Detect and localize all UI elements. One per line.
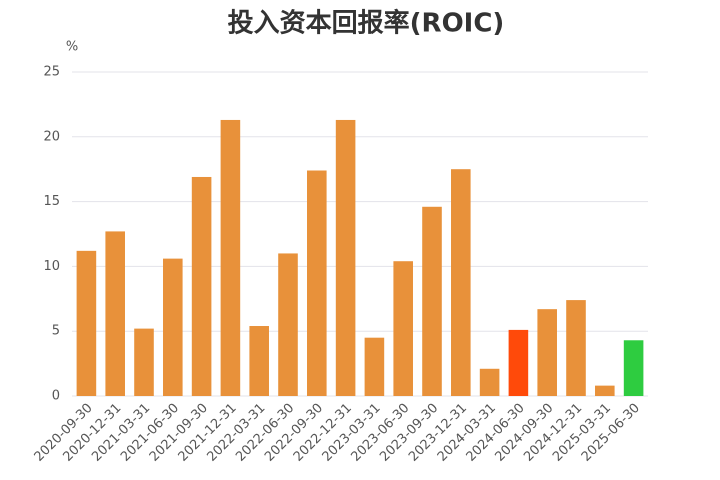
bar <box>595 385 615 396</box>
bar <box>623 340 644 396</box>
bar <box>479 368 500 396</box>
y-tick-label: 20 <box>43 129 60 144</box>
bar <box>422 206 442 396</box>
bar <box>105 231 125 396</box>
bar <box>393 261 413 396</box>
bar <box>191 176 212 396</box>
y-tick-label: 5 <box>52 324 60 339</box>
bar <box>278 253 298 396</box>
bar <box>566 300 586 396</box>
bar <box>76 250 97 396</box>
bar <box>220 119 241 397</box>
y-tick-label: 15 <box>43 194 60 209</box>
chart-title: 投入资本回报率(ROIC) <box>228 8 505 39</box>
bar <box>364 337 385 396</box>
y-unit: % <box>66 40 78 55</box>
bar <box>134 328 154 396</box>
bar <box>537 309 557 396</box>
bar <box>335 119 356 397</box>
y-tick-label: 10 <box>43 259 60 274</box>
bar <box>163 258 183 396</box>
bar <box>307 170 327 396</box>
bar <box>249 326 269 396</box>
y-tick-label: 25 <box>43 65 60 80</box>
bar <box>451 169 471 396</box>
bar <box>508 329 529 396</box>
y-tick-label: 0 <box>52 389 60 404</box>
